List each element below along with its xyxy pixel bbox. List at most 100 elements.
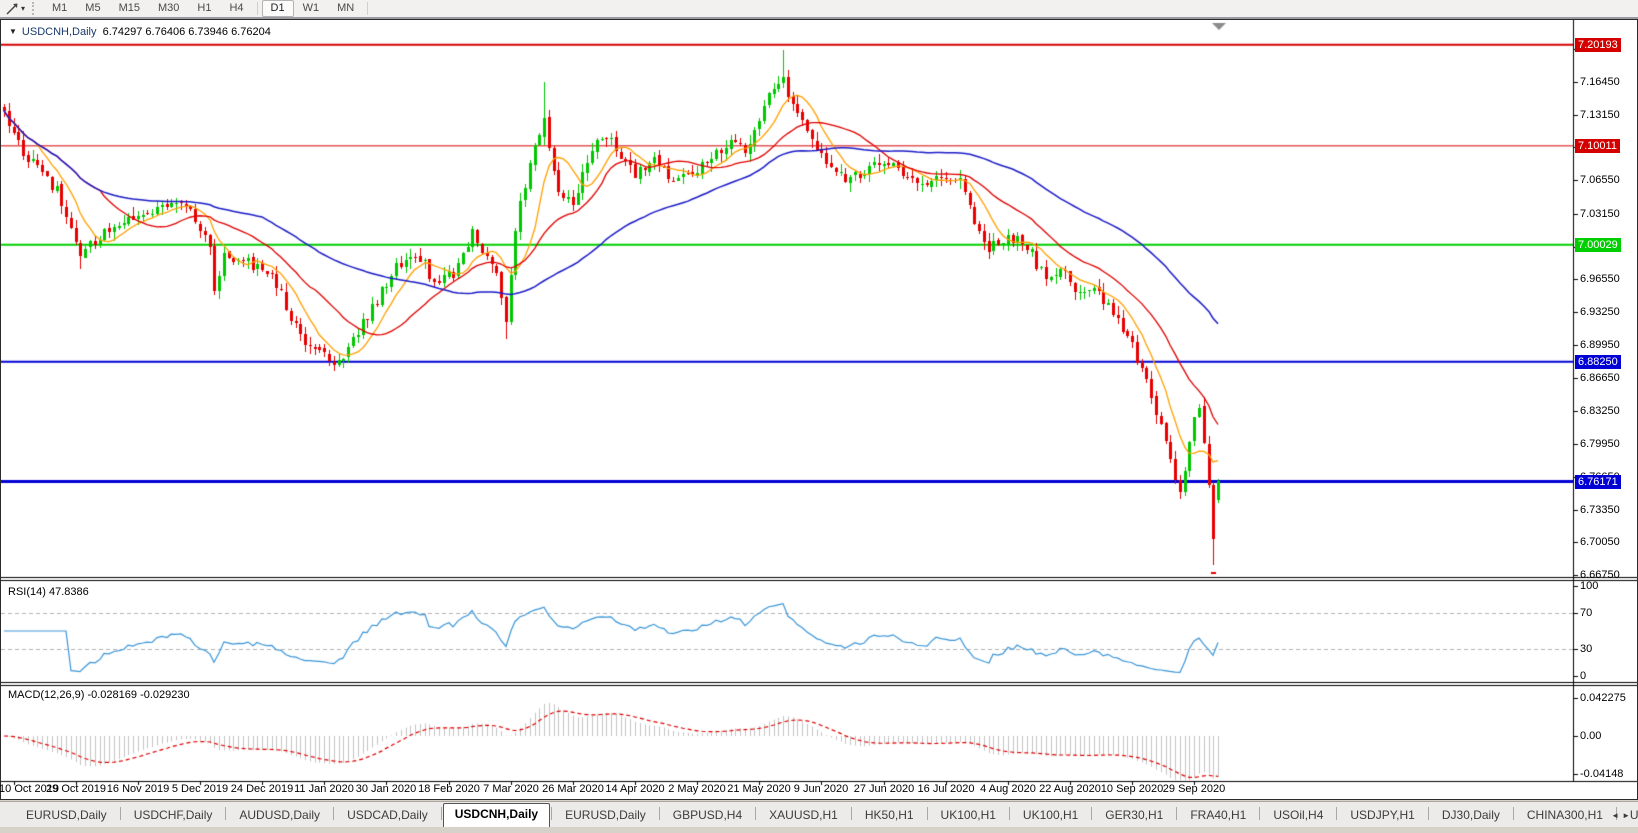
chart-title: ▼ USDCNH,Daily 6.74297 6.76406 6.73946 6.… [9,26,271,38]
tab-separator [119,807,121,820]
chart-tab-uk100-h1[interactable]: UK100,H1 [940,808,996,822]
price-tick-label: 7.06550 [1580,174,1620,187]
date-tick-label: 30 Jan 2020 [355,783,417,795]
date-tick-label: 29 Sep 2020 [1162,783,1226,795]
date-tick-label: 22 Aug 2020 [1039,783,1101,795]
line-tools-icon[interactable] [4,1,20,16]
chart-tab-audusd-daily[interactable]: AUDUSD,Daily [239,808,321,822]
price-tick-label: 6.86650 [1580,371,1620,384]
rsi-indicator-label: RSI(14) 47.8386 [8,586,89,598]
tab-separator [1427,807,1429,820]
rsi-tick-label: 70 [1580,607,1593,619]
price-tick-label: 6.96550 [1580,273,1620,286]
chart-tab-usdcnh-daily[interactable]: USDCNH,Daily [442,803,551,827]
chart-tab-hk50-h1[interactable]: HK50,H1 [864,808,914,822]
rsi-tick-label: 0 [1580,670,1587,682]
tab-scroll-left-icon[interactable]: ◄ [1611,811,1623,820]
date-tick-label: 5 Dec 2019 [171,783,229,795]
price-tick-label: 6.73350 [1580,503,1620,516]
tab-separator [1176,807,1178,820]
price-tick-label: 6.93250 [1580,306,1620,319]
toolbar-separator [367,2,369,15]
tab-separator [926,807,928,820]
macd-tick-label: 0.042275 [1580,691,1626,704]
chart-tab-fra40-h1[interactable]: FRA40,H1 [1190,808,1247,822]
timeframe-button-m1[interactable]: M1 [43,0,76,17]
tab-separator [755,807,757,820]
price-tick-label: 7.16450 [1580,75,1620,88]
chart-window: ▼ USDCNH,Daily 6.74297 6.76406 6.73946 6.… [0,19,1638,800]
tab-separator [1615,807,1617,820]
date-tick-label: 27 Jun 2020 [853,783,915,795]
price-tick-label: 6.83250 [1580,405,1620,418]
chart-tab-uk100-h1[interactable]: UK100,H1 [1022,808,1079,822]
date-tick-label: 16 Jul 2020 [917,783,975,795]
rsi-tick-label: 100 [1580,580,1599,592]
timeframe-button-d1[interactable]: D1 [261,0,294,17]
chart-tab-xauusd-h1[interactable]: XAUUSD,H1 [769,808,838,822]
timeframe-button-m15[interactable]: M15 [110,0,149,17]
price-tick-label: 6.89950 [1580,338,1620,351]
chart-tab-gbpusd-h4[interactable]: GBPUSD,H4 [672,808,743,822]
date-tick-label: 16 Nov 2019 [106,783,170,795]
timeframe-button-h1[interactable]: H1 [188,0,220,17]
tab-scroll-right-icon[interactable]: ► [1622,811,1633,820]
date-tick-label: 7 Mar 2020 [483,783,539,795]
timeframe-buttons: M1 M5 M15 M30 H1 H4 D1 W1 MN [43,0,372,17]
macd-tick-label: -0.04148 [1580,767,1624,780]
chart-tab-usdjpy-h1[interactable]: USDJPY,H1 [1350,808,1415,822]
chart-tabs: EURUSD,Daily USDCHF,Daily AUDUSD,Daily USDC… [14,803,1638,827]
timeframe-button-h4[interactable]: H4 [220,0,252,17]
date-tick-label: 4 Aug 2020 [980,783,1036,795]
date-tick-label: 10 Sep 2020 [1100,783,1164,795]
tab-separator [1091,807,1093,820]
price-level-badge: 7.00029 [1575,237,1621,252]
chart-tab-dj30-daily[interactable]: DJ30,Daily [1441,808,1500,822]
date-tick-label: 24 Dec 2019 [230,783,294,795]
chart-tab-ger30-h1[interactable]: GER30,H1 [1105,808,1164,822]
tab-separator [225,807,227,820]
chart-tab-usoil-h4[interactable]: USOil,H4 [1273,808,1324,822]
tab-separator [1336,807,1338,820]
chart-tab-china300-h1[interactable]: CHINA300,H1 [1526,808,1603,822]
price-tick-label: 7.13150 [1580,108,1620,121]
timeframe-button-m5[interactable]: M5 [76,0,109,17]
macd-indicator-label: MACD(12,26,9) -0.028169 -0.029230 [8,689,190,701]
tab-separator [551,807,553,820]
top-toolbar: ▾ M1 M5 M15 M30 H1 H4 D1 W1 MN [0,0,1638,19]
date-tick-label: 21 May 2020 [727,783,791,795]
date-tick-label: 26 Mar 2020 [542,783,604,795]
chart-title-marker-icon[interactable]: ▼ [9,27,17,36]
price-level-badge: 6.76171 [1575,474,1621,489]
date-tick-label: 11 Jan 2020 [294,783,354,795]
tab-separator [850,807,852,820]
tab-separator [1259,807,1261,820]
tab-separator [1512,807,1514,820]
date-tick-label: 18 Feb 2020 [418,783,480,795]
price-tick-label: 6.70050 [1580,536,1620,549]
timeframe-button-mn[interactable]: MN [328,0,363,17]
toolbar-separator [256,2,258,15]
date-tick-label: 2 May 2020 [668,783,726,795]
timeframe-button-w1[interactable]: W1 [294,0,329,17]
chart-tab-usdchf-daily[interactable]: USDCHF,Daily [133,808,213,822]
price-level-badge: 7.10011 [1575,138,1620,153]
timeframe-button-m30[interactable]: M30 [149,0,188,17]
date-tick-label: 9 Jun 2020 [793,783,849,795]
chart-tab-usoil-h1[interactable]: USOil,H1 [1629,808,1638,822]
chart-symbol-label: USDCNH,Daily [21,26,97,38]
price-level-badge: 7.20193 [1575,37,1621,52]
toolbar-grip[interactable] [32,2,36,15]
chart-tab-usdcad-daily[interactable]: USDCAD,Daily [347,808,428,822]
line-tools-caret-icon[interactable]: ▾ [21,4,26,13]
price-tick-label: 7.03150 [1580,207,1620,220]
tab-scroll-arrows: ◄► [1611,811,1633,820]
chart-ohlc-values: 6.74297 6.76406 6.73946 6.76204 [102,26,271,38]
tab-separator [658,807,660,820]
chart-tab-eurusd-daily[interactable]: EURUSD,Daily [565,808,646,822]
macd-tick-label: 0.00 [1580,730,1602,742]
price-chart-canvas[interactable] [1,20,1637,799]
chart-tab-eurusd-daily[interactable]: EURUSD,Daily [26,808,107,822]
price-tick-label: 6.79950 [1580,438,1620,451]
chart-tab-bar: EURUSD,Daily USDCHF,Daily AUDUSD,Daily USDC… [0,801,1638,827]
